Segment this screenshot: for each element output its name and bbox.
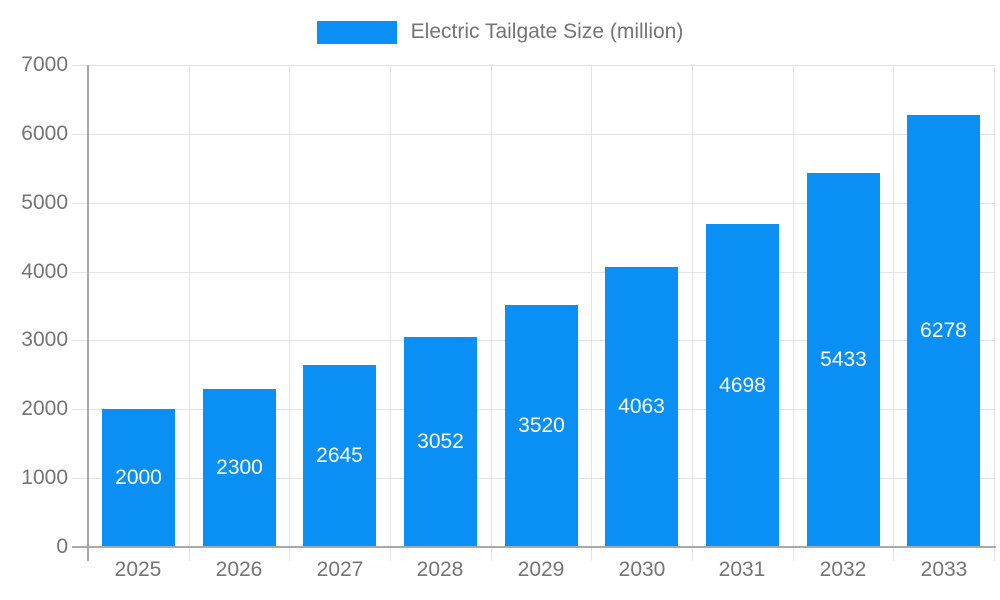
gridline-horizontal — [88, 65, 994, 66]
plot-area: 2000 2300 2645 3052 3520 4063 4698 5433 6278 — [88, 65, 995, 547]
bar-value-label: 4063 — [618, 395, 665, 418]
x-axis-tick — [491, 547, 492, 561]
x-axis-tick — [793, 547, 794, 561]
y-axis-tick-label: 1000 — [21, 466, 68, 489]
gridline-vertical — [289, 65, 290, 547]
x-axis-tick-label: 2027 — [316, 558, 364, 581]
y-axis-tick — [72, 409, 88, 410]
bar-value-label: 3520 — [518, 414, 565, 437]
legend[interactable]: Electric Tailgate Size (million) — [0, 20, 1000, 44]
gridline-horizontal — [88, 134, 994, 135]
y-axis-line — [87, 65, 89, 561]
bar-value-label: 5433 — [820, 348, 867, 371]
y-axis-tick-label: 6000 — [21, 122, 68, 145]
y-axis-tick-label: 2000 — [21, 397, 68, 420]
x-axis-tick — [893, 547, 894, 561]
bar[interactable]: 5433 — [807, 173, 880, 547]
x-axis-tick-label: 2030 — [618, 558, 666, 581]
gridline-vertical — [491, 65, 492, 547]
x-axis-tick-label: 2033 — [920, 558, 968, 581]
x-axis-tick — [994, 547, 995, 561]
x-axis-tick-label: 2025 — [114, 558, 162, 581]
bar-value-label: 2300 — [216, 456, 263, 479]
bar[interactable]: 4698 — [706, 224, 779, 547]
bar-value-label: 4698 — [719, 373, 766, 397]
bar[interactable]: 2300 — [203, 389, 276, 547]
gridline-vertical — [893, 65, 894, 547]
x-axis-tick — [189, 547, 190, 561]
y-axis-tick-label: 7000 — [21, 53, 68, 76]
x-axis-tick-label: 2029 — [517, 558, 565, 581]
bar[interactable]: 4063 — [605, 267, 678, 547]
legend-label: Electric Tailgate Size (million) — [410, 20, 684, 43]
y-axis-tick — [72, 340, 88, 341]
gridline-vertical — [692, 65, 693, 547]
gridline-vertical — [591, 65, 592, 547]
y-axis-tick — [72, 203, 88, 204]
gridline-horizontal — [88, 272, 994, 273]
x-axis-tick — [591, 547, 592, 561]
y-axis-tick-label: 4000 — [21, 260, 68, 283]
x-axis-tick-label: 2028 — [416, 558, 464, 581]
bar-value-label: 2645 — [316, 444, 363, 467]
bar[interactable]: 6278 — [907, 115, 980, 547]
x-axis-tick-label: 2032 — [819, 558, 867, 581]
y-axis-tick — [72, 134, 88, 135]
legend-swatch-icon — [316, 20, 397, 44]
bar-value-label: 6278 — [920, 319, 967, 342]
x-axis-tick — [289, 547, 290, 561]
x-axis-tick-label: 2031 — [718, 558, 766, 581]
gridline-vertical — [189, 65, 190, 547]
bar[interactable]: 3520 — [505, 305, 578, 547]
x-axis-tick-label: 2026 — [215, 558, 263, 581]
bar[interactable]: 2000 — [102, 409, 175, 547]
bar[interactable]: 3052 — [404, 337, 477, 547]
y-axis-tick — [72, 272, 88, 273]
y-axis-tick-label: 3000 — [21, 328, 68, 351]
y-axis-tick — [72, 65, 88, 66]
y-axis-tick-label: 5000 — [21, 191, 68, 214]
gridline-horizontal — [88, 203, 994, 204]
bar[interactable]: 2645 — [303, 365, 376, 547]
y-axis-tick — [72, 478, 88, 479]
gridline-vertical — [793, 65, 794, 547]
gridline-vertical — [994, 65, 995, 547]
y-axis-tick-label: 0 — [56, 535, 68, 558]
bar-value-label: 2000 — [115, 466, 162, 489]
x-axis-tick — [692, 547, 693, 561]
gridline-vertical — [390, 65, 391, 547]
x-axis-tick — [390, 547, 391, 561]
bar-value-label: 3052 — [417, 430, 464, 453]
x-axis-line — [72, 546, 996, 548]
